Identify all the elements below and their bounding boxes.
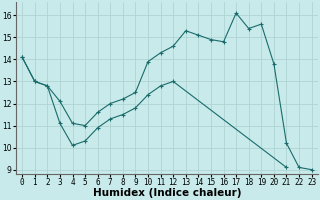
X-axis label: Humidex (Indice chaleur): Humidex (Indice chaleur) xyxy=(93,188,241,198)
